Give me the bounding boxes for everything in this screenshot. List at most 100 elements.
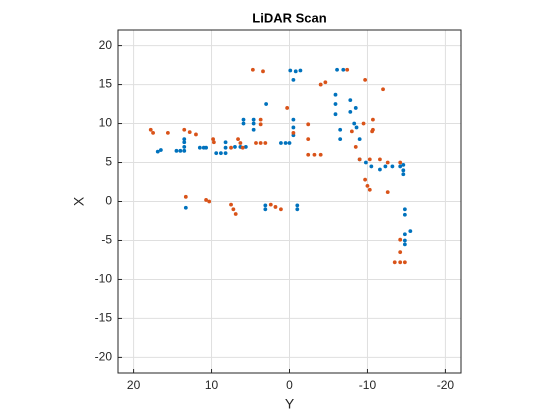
point <box>357 157 362 162</box>
point <box>357 137 362 142</box>
point <box>367 157 372 162</box>
point <box>293 69 298 74</box>
point <box>363 177 368 182</box>
point <box>233 212 238 216</box>
point <box>148 127 153 132</box>
point <box>258 141 263 145</box>
y-tick-label: -15 <box>95 311 113 325</box>
point <box>306 137 311 142</box>
point <box>182 127 187 132</box>
point <box>261 69 265 74</box>
point <box>369 164 374 169</box>
point <box>233 145 237 149</box>
point <box>229 202 233 207</box>
point <box>183 194 188 199</box>
y-tick-label: -20 <box>95 350 113 364</box>
point <box>318 152 323 157</box>
y-tick-label: 10 <box>99 116 113 130</box>
point <box>353 106 358 110</box>
point <box>291 117 296 122</box>
point <box>354 125 359 130</box>
point <box>361 121 366 126</box>
point <box>211 137 216 142</box>
y-tick-label: 20 <box>99 38 113 52</box>
point <box>335 67 339 72</box>
point <box>204 198 208 202</box>
point <box>151 131 155 135</box>
point <box>291 131 296 135</box>
point <box>378 167 382 172</box>
point <box>295 207 300 212</box>
x-tick-label: -10 <box>359 378 377 392</box>
point <box>251 127 256 132</box>
point <box>306 122 311 127</box>
point <box>279 141 283 145</box>
y-axis-label: X <box>71 196 87 206</box>
point <box>402 212 407 217</box>
point <box>251 121 256 126</box>
point <box>258 117 263 122</box>
axes-box <box>117 29 462 374</box>
point <box>243 145 248 149</box>
y-tick-label: 0 <box>105 194 112 208</box>
x-tick-label: 10 <box>205 378 219 392</box>
point <box>338 127 343 132</box>
point <box>258 122 263 127</box>
point <box>211 140 216 145</box>
point <box>165 131 170 135</box>
y-tick-label: 15 <box>99 77 113 91</box>
point <box>263 141 268 145</box>
point <box>398 237 403 242</box>
point <box>363 77 368 82</box>
point <box>323 80 328 85</box>
point <box>263 203 268 208</box>
point <box>348 109 353 114</box>
point <box>268 202 273 207</box>
point <box>348 98 353 103</box>
point <box>178 148 183 153</box>
point <box>219 151 223 156</box>
point <box>214 151 219 156</box>
point <box>174 148 179 153</box>
point <box>402 242 407 247</box>
point <box>385 160 390 165</box>
y-tick-label: -5 <box>101 233 112 247</box>
point <box>363 160 368 165</box>
point <box>251 117 256 122</box>
point <box>312 152 317 157</box>
point <box>231 207 236 212</box>
point <box>250 67 255 72</box>
x-tick-label: -20 <box>437 378 455 392</box>
point <box>264 102 269 106</box>
point <box>283 141 288 145</box>
point <box>345 67 350 72</box>
point <box>288 68 293 73</box>
point <box>279 207 283 212</box>
point <box>155 149 160 154</box>
point <box>285 106 290 110</box>
point <box>385 190 390 195</box>
point <box>333 112 338 117</box>
point <box>182 137 187 142</box>
point <box>401 168 406 173</box>
x-tick-label: 20 <box>127 378 141 392</box>
point <box>341 67 346 72</box>
point <box>383 164 388 169</box>
points <box>148 67 413 265</box>
point <box>365 184 370 188</box>
point <box>398 260 403 265</box>
point <box>353 145 358 149</box>
point <box>392 260 397 265</box>
point <box>254 141 258 145</box>
point <box>371 127 375 132</box>
point <box>187 130 192 135</box>
point <box>381 87 385 92</box>
point <box>338 137 343 142</box>
point <box>263 207 268 212</box>
point <box>333 92 338 97</box>
x-tick-label: 0 <box>286 378 293 392</box>
point <box>352 121 357 126</box>
point <box>223 145 228 150</box>
point <box>295 203 300 208</box>
